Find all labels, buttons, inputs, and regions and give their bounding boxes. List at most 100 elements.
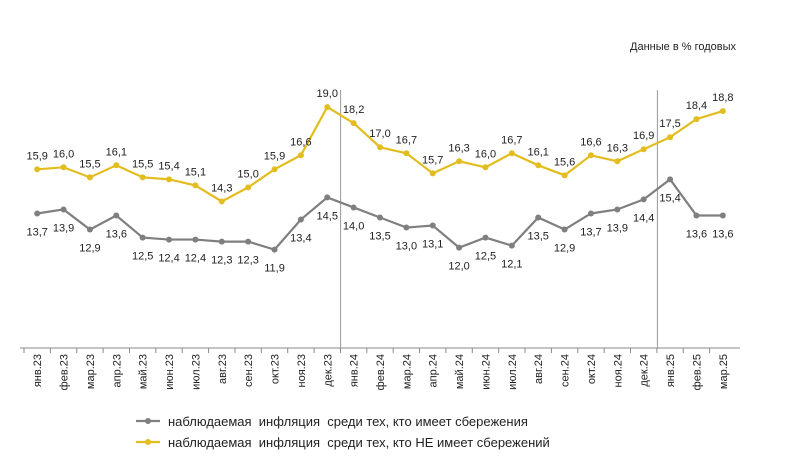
point (218, 198, 225, 205)
value-label: 13,0 (396, 241, 417, 253)
value-label: 12,4 (158, 253, 179, 265)
point (508, 242, 515, 249)
point (403, 224, 410, 231)
x-tick-label: янв.24 (349, 354, 361, 387)
point (350, 204, 357, 211)
value-label: 12,9 (554, 243, 575, 255)
point (614, 158, 621, 165)
value-label: 15,5 (79, 158, 100, 170)
x-tick-label: окт.23 (270, 354, 282, 384)
annotation: Данные в % годовых (630, 41, 736, 53)
x-tick-label: апр.24 (428, 354, 440, 387)
value-label: 13,5 (369, 231, 390, 243)
value-label: 13,9 (607, 222, 628, 234)
point (297, 152, 304, 159)
point (482, 234, 489, 241)
value-label: 16,3 (448, 142, 469, 154)
value-label: 18,2 (343, 104, 364, 116)
x-tick-label: авг.23 (217, 354, 229, 384)
x-tick-label: дек.24 (639, 354, 651, 387)
value-label: 15,7 (422, 154, 443, 166)
point (192, 236, 199, 243)
point (614, 206, 621, 213)
x-tick-label: фев.23 (59, 354, 71, 390)
value-label: 14,3 (211, 182, 232, 194)
value-label: 12,9 (79, 243, 100, 255)
point (403, 150, 410, 157)
value-label: 13,6 (106, 228, 127, 240)
value-label: 12,3 (211, 255, 232, 267)
value-label: 16,6 (580, 136, 601, 148)
x-tick-label: апр.23 (111, 354, 123, 387)
point (245, 238, 252, 245)
point (60, 164, 67, 171)
point (324, 194, 331, 201)
point (640, 146, 647, 153)
point (377, 214, 383, 221)
point (271, 166, 278, 173)
legend-marker (145, 418, 151, 424)
point (719, 108, 726, 115)
point (508, 150, 515, 157)
value-label: 16,6 (290, 136, 311, 148)
value-label: 16,9 (633, 130, 654, 142)
point (561, 172, 568, 179)
value-label: 13,4 (290, 233, 311, 245)
point (667, 176, 674, 183)
x-tick-label: авг.24 (533, 354, 545, 384)
value-label: 13,1 (422, 239, 443, 251)
value-label: 12,3 (237, 255, 258, 267)
point (561, 226, 568, 233)
point (429, 170, 436, 177)
point (535, 162, 542, 169)
point (587, 152, 594, 159)
point (456, 244, 463, 251)
x-tick-label: июн.24 (480, 354, 492, 390)
point (640, 196, 647, 203)
x-tick-label: янв.23 (32, 354, 44, 387)
x-tick-label: июл.24 (507, 354, 519, 390)
point (693, 212, 700, 219)
point (456, 158, 463, 165)
point (297, 216, 304, 223)
x-tick-label: окт.24 (586, 354, 598, 384)
value-label: 12,1 (501, 259, 522, 271)
point (139, 174, 146, 181)
x-tick-label: фев.24 (375, 354, 387, 390)
value-label: 15,4 (659, 192, 680, 204)
value-label: 16,7 (501, 134, 522, 146)
x-tick-label: ноя.24 (612, 354, 624, 387)
value-label: 16,7 (396, 134, 417, 146)
value-label: 15,6 (554, 156, 575, 168)
x-tick-label: июн.23 (164, 354, 176, 390)
x-tick-label: мар.24 (401, 354, 413, 389)
value-label: 18,8 (712, 92, 733, 104)
point (350, 120, 357, 127)
x-tick-label: май.24 (454, 354, 466, 389)
point (139, 234, 146, 241)
value-label: 12,5 (132, 251, 153, 263)
value-label: 12,5 (475, 251, 496, 263)
value-label: 15,1 (185, 166, 206, 178)
point (429, 222, 436, 229)
value-label: 14,4 (633, 212, 654, 224)
point (324, 104, 331, 111)
point (218, 238, 225, 245)
point (587, 210, 594, 217)
point (86, 174, 93, 181)
x-tick-label: мар.25 (718, 354, 730, 389)
legend-label: наблюдаемая инфляция среди тех, кто имее… (168, 414, 528, 429)
point (245, 184, 252, 191)
value-label: 14,0 (343, 220, 364, 232)
value-label: 11,9 (264, 263, 285, 275)
value-label: 15,4 (158, 160, 179, 172)
value-label: 18,4 (686, 100, 707, 112)
value-label: 16,0 (53, 148, 74, 160)
point (535, 214, 542, 221)
point (86, 226, 93, 233)
x-tick-label: дек.23 (322, 354, 334, 387)
value-label: 14,5 (317, 210, 338, 222)
value-label: 16,1 (106, 146, 127, 158)
value-label: 19,0 (317, 88, 338, 100)
